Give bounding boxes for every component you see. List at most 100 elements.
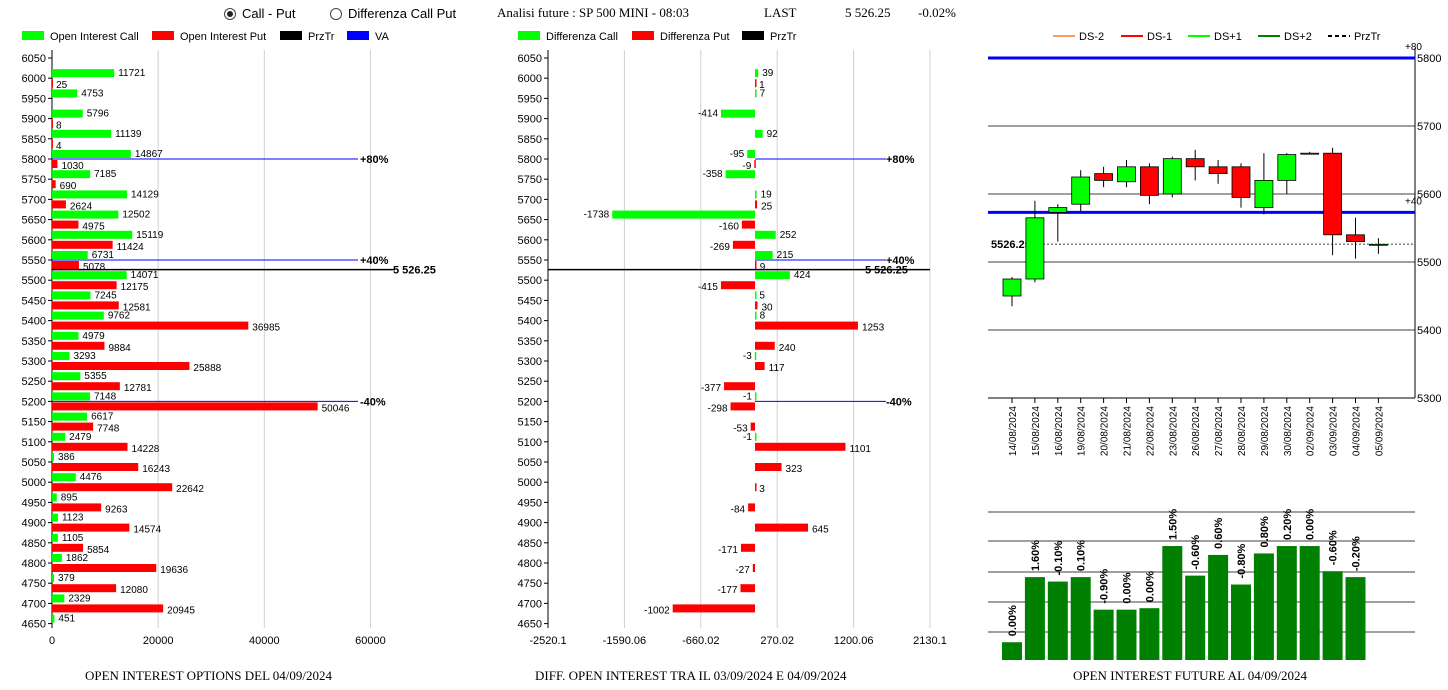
diff-put-value-label: -1002 bbox=[644, 605, 670, 616]
diff-call-value-label: -95 bbox=[730, 149, 745, 160]
diff-put-value-label: -84 bbox=[731, 504, 746, 515]
diff-put-bar bbox=[755, 79, 757, 88]
diff-put-bar bbox=[748, 503, 756, 512]
legend-swatch bbox=[632, 31, 654, 40]
x-tick-label: 15/08/2024 bbox=[1031, 406, 1042, 456]
put-bar bbox=[52, 139, 53, 148]
call-value-label: 14129 bbox=[131, 189, 159, 200]
x-tick-label: 28/08/2024 bbox=[1237, 406, 1248, 456]
diff-put-value-label: -415 bbox=[698, 282, 718, 293]
price-tag: 5526.25 bbox=[991, 239, 1031, 251]
y-tick-label: 5300 bbox=[22, 356, 46, 368]
y-tick-label: 5800 bbox=[1417, 53, 1441, 65]
diff-put-bar bbox=[754, 160, 756, 168]
call-value-label: 386 bbox=[58, 452, 75, 463]
diff-put-bar bbox=[741, 220, 756, 229]
call-bar bbox=[52, 251, 88, 259]
va-label: -40% bbox=[360, 396, 386, 408]
diff-put-value-label: 645 bbox=[812, 525, 829, 536]
call-value-label: 1123 bbox=[62, 513, 84, 524]
y-tick-label: 5100 bbox=[518, 437, 542, 449]
oi-future-label: 0.60% bbox=[1213, 518, 1225, 549]
ds-label: +40 bbox=[1405, 196, 1422, 207]
diff-call-bar bbox=[755, 251, 773, 259]
oi-future-bar bbox=[1322, 571, 1343, 660]
diff-put-value-label: 323 bbox=[786, 464, 803, 475]
call-value-label: 451 bbox=[58, 614, 75, 625]
oi-future-bar bbox=[1070, 577, 1091, 660]
x-tick-label: 270.02 bbox=[760, 635, 794, 647]
legend-label: DS+1 bbox=[1214, 31, 1242, 43]
call-value-label: 3293 bbox=[73, 351, 96, 362]
y-tick-label: 6000 bbox=[22, 73, 46, 85]
put-value-label: 22642 bbox=[176, 484, 204, 495]
call-bar bbox=[52, 513, 58, 522]
legend-swatch bbox=[742, 31, 764, 40]
y-tick-label: 4700 bbox=[518, 598, 542, 610]
y-tick-label: 4950 bbox=[518, 497, 542, 509]
call-bar bbox=[52, 331, 79, 340]
caption-oi-future: OPEN INTEREST FUTURE AL 04/09/2024 bbox=[1073, 668, 1308, 683]
diff-call-value-label: -1 bbox=[743, 391, 752, 402]
radio-call-put-label: Call - Put bbox=[242, 6, 296, 21]
legend-label: PrzTr bbox=[1354, 31, 1381, 43]
x-tick-label: 22/08/2024 bbox=[1145, 406, 1156, 456]
oi-future-bar bbox=[1093, 609, 1114, 660]
diff-put-bar bbox=[755, 523, 809, 532]
price-line-label: 5 526.25 bbox=[865, 265, 908, 277]
va-label: +80% bbox=[886, 154, 915, 166]
diff-put-value-label: -177 bbox=[717, 585, 737, 596]
call-bar bbox=[52, 533, 58, 542]
put-bar bbox=[52, 79, 53, 88]
radio-differenza[interactable]: Differenza Call Put bbox=[330, 6, 456, 21]
y-tick-label: 5900 bbox=[518, 114, 542, 126]
call-value-label: 4979 bbox=[82, 331, 105, 342]
legend-label: PrzTr bbox=[770, 31, 797, 43]
diff-put-bar bbox=[740, 543, 756, 552]
oi-future-bar bbox=[1139, 608, 1160, 660]
put-bar bbox=[52, 543, 84, 552]
call-value-label: 6617 bbox=[91, 412, 114, 423]
y-tick-label: 5000 bbox=[22, 477, 46, 489]
put-bar bbox=[52, 160, 58, 168]
call-value-label: 15119 bbox=[136, 230, 164, 241]
call-value-label: 12502 bbox=[122, 210, 150, 221]
y-tick-label: 5450 bbox=[22, 295, 46, 307]
diff-call-value-label: -358 bbox=[703, 169, 723, 180]
call-bar bbox=[52, 170, 91, 179]
call-bar bbox=[52, 291, 91, 300]
x-tick-label: 20000 bbox=[143, 635, 174, 647]
call-value-label: 6731 bbox=[92, 250, 115, 261]
call-bar bbox=[52, 614, 55, 623]
diff-call-bar bbox=[755, 311, 757, 320]
va-label: +40% bbox=[886, 255, 915, 267]
legend-label: DS-2 bbox=[1079, 31, 1104, 43]
put-value-label: 12781 bbox=[124, 383, 152, 394]
diff-put-bar bbox=[740, 584, 756, 593]
candle-up bbox=[1048, 207, 1068, 213]
y-tick-label: 5350 bbox=[22, 336, 46, 348]
candle-up bbox=[1162, 158, 1182, 195]
diff-call-value-label: -3 bbox=[743, 351, 752, 362]
oi-future-bar bbox=[1253, 553, 1274, 660]
oi-future-bar bbox=[1047, 581, 1068, 660]
put-value-label: 16243 bbox=[142, 464, 170, 475]
legend-label: Open Interest Put bbox=[180, 31, 266, 43]
candle-up bbox=[1071, 176, 1091, 205]
put-bar bbox=[52, 200, 66, 209]
y-tick-label: 5950 bbox=[22, 93, 46, 105]
candle-up bbox=[1300, 152, 1320, 155]
call-value-label: 1862 bbox=[66, 553, 89, 564]
y-tick-label: 5400 bbox=[22, 316, 46, 328]
call-bar bbox=[52, 109, 83, 118]
y-tick-label: 4650 bbox=[22, 619, 46, 631]
x-tick-label: 16/08/2024 bbox=[1054, 406, 1065, 456]
y-tick-label: 4800 bbox=[22, 558, 46, 570]
call-value-label: 4476 bbox=[80, 472, 103, 483]
call-bar bbox=[52, 392, 90, 401]
y-tick-label: 5850 bbox=[22, 134, 46, 146]
oi-future-bar bbox=[1002, 642, 1022, 660]
call-bar bbox=[52, 129, 112, 138]
radio-call-put[interactable]: Call - Put bbox=[224, 6, 295, 21]
